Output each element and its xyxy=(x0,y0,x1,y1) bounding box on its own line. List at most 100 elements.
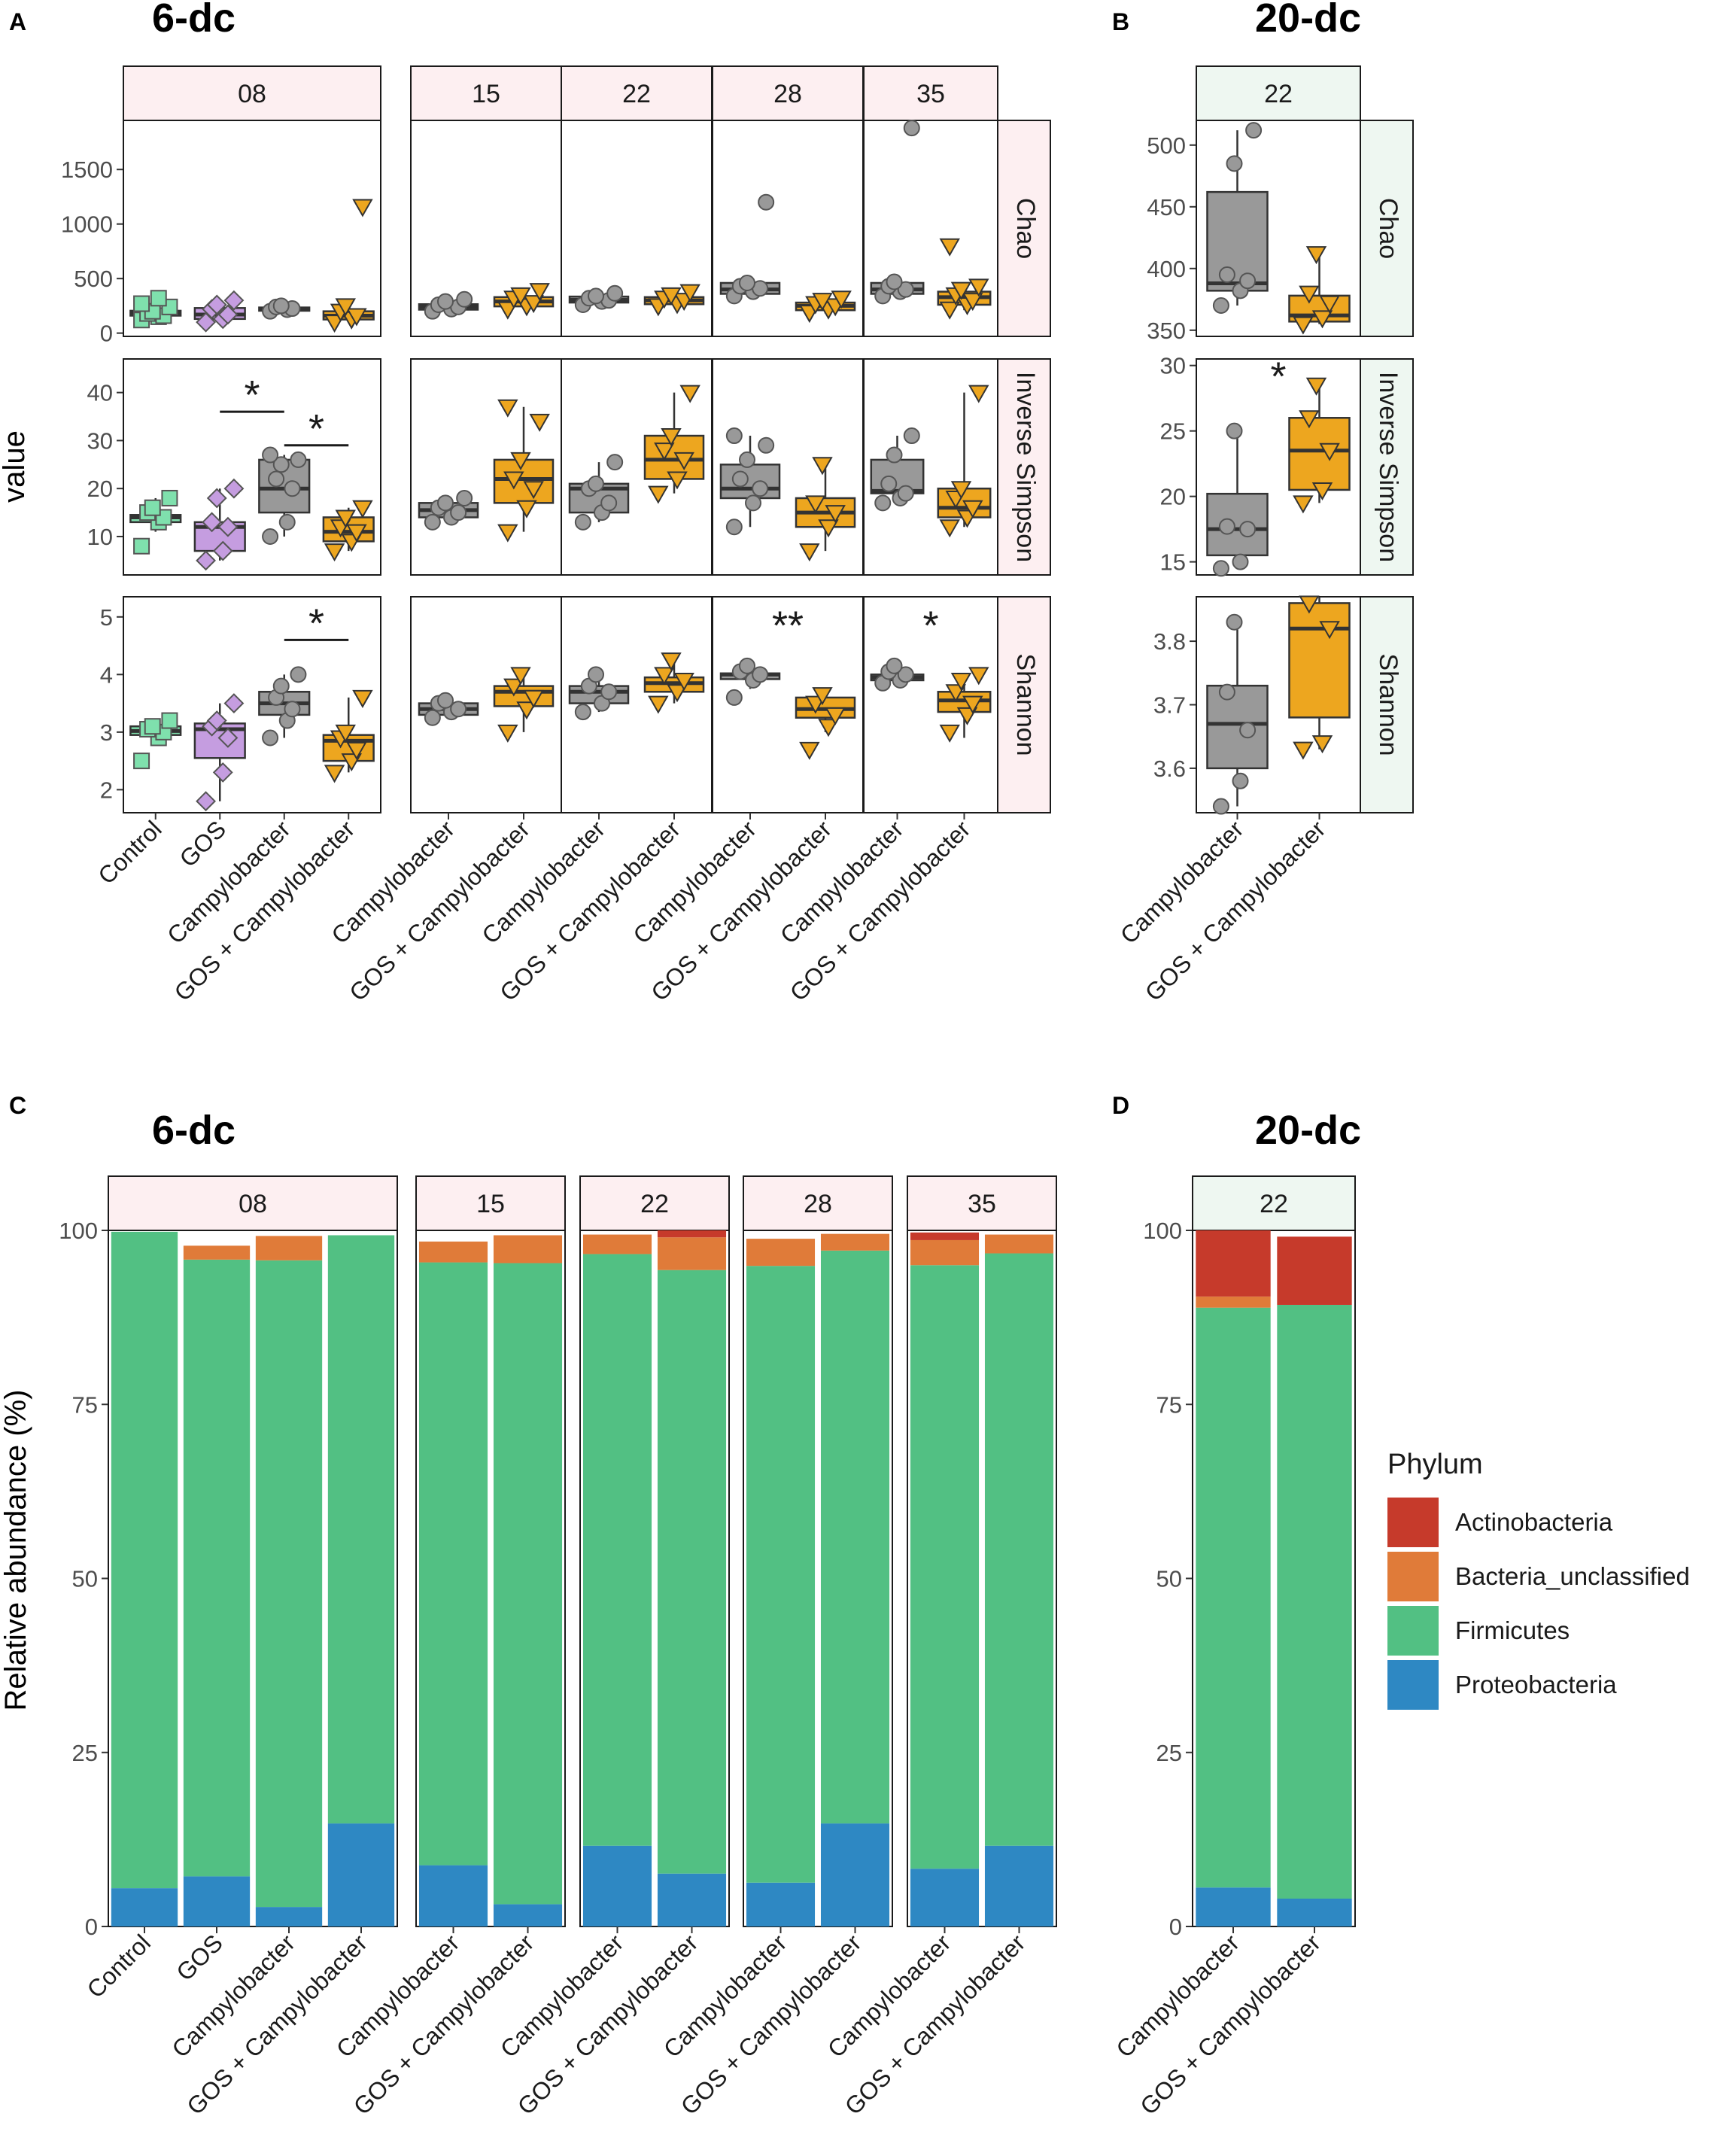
point-triangle xyxy=(503,678,524,697)
point-circle xyxy=(1226,613,1243,631)
point-triangle xyxy=(497,724,518,743)
point-diamond xyxy=(223,290,245,311)
box-campylobacter xyxy=(870,458,925,494)
point-circle xyxy=(437,293,454,310)
point-triangle xyxy=(654,667,675,686)
point-triangle xyxy=(968,385,989,403)
point-circle xyxy=(1212,297,1229,314)
point-circle xyxy=(450,701,467,718)
facet-strip-c-28 xyxy=(743,1175,893,1231)
point-circle xyxy=(739,657,755,674)
point-triangle xyxy=(523,295,544,314)
y-tick-label: 75 xyxy=(1156,1391,1182,1418)
point-circle xyxy=(1218,683,1235,701)
point-square xyxy=(144,499,161,516)
point-triangle xyxy=(335,724,356,743)
point-circle xyxy=(897,485,914,502)
point-circle xyxy=(745,494,761,512)
bar-segment-proteobacteria xyxy=(1196,1887,1271,1926)
point-circle xyxy=(1212,798,1229,815)
bar-segment-proteobacteria xyxy=(746,1882,816,1926)
bar-segment-bacteria-unclassified xyxy=(820,1233,890,1251)
point-circle xyxy=(725,689,743,706)
point-triangle xyxy=(939,519,960,538)
point-triangle xyxy=(1305,246,1327,265)
facet-label-d-22: 22 xyxy=(1260,1190,1288,1218)
legend-swatch-firmicutes xyxy=(1387,1606,1439,1656)
facet-strip-c-08 xyxy=(108,1175,398,1231)
bar-segment-bacteria-unclassified xyxy=(255,1236,323,1260)
facet-label-c-15: 15 xyxy=(476,1190,505,1218)
box-campylobacter xyxy=(719,464,781,500)
point-circle xyxy=(606,284,624,302)
point-diamond xyxy=(196,791,216,812)
point-triangle xyxy=(352,500,373,518)
point-triangle xyxy=(968,667,989,686)
point-circle xyxy=(886,657,903,674)
y-tick-label: 450 xyxy=(1147,194,1186,220)
significance-marker: * xyxy=(244,373,260,418)
point-circle xyxy=(588,475,604,492)
y-tick-label: 500 xyxy=(74,266,113,292)
y-tick-label: 20 xyxy=(87,476,113,502)
point-triangle xyxy=(673,672,694,691)
point-circle xyxy=(272,456,290,473)
bar-segment-proteobacteria xyxy=(183,1876,251,1926)
panel-d-title: 20-dc xyxy=(1255,1108,1361,1153)
point-triangle xyxy=(673,452,694,470)
y-tick-label: 75 xyxy=(72,1391,98,1418)
bar-segment-bacteria-unclassified xyxy=(582,1234,652,1254)
facet-label-c-35: 35 xyxy=(968,1190,996,1218)
point-triangle xyxy=(805,495,826,514)
y-tick-label: 3.8 xyxy=(1153,628,1186,655)
panel-letter-a: A xyxy=(9,8,26,35)
point-circle xyxy=(1226,155,1243,172)
row-label-b-shannon: Shannon xyxy=(1374,653,1402,756)
row-label-a-inverse-simpson: Inverse Simpson xyxy=(1011,372,1040,562)
y-tick-label: 100 xyxy=(59,1218,98,1244)
y-tick-label: 1000 xyxy=(61,211,113,238)
point-circle xyxy=(1245,122,1263,139)
bar-segment-firmicutes xyxy=(255,1260,323,1908)
point-diamond xyxy=(217,304,239,325)
point-circle xyxy=(450,504,467,522)
bar-segment-firmicutes xyxy=(418,1262,488,1866)
point-triangle xyxy=(648,695,669,714)
point-diamond xyxy=(206,488,227,509)
y-tick-label: 20 xyxy=(1160,484,1186,510)
point-triangle xyxy=(962,695,983,714)
point-triangle xyxy=(968,278,989,297)
bar-segment-actinobacteria xyxy=(1196,1230,1271,1297)
significance-marker: * xyxy=(308,601,324,646)
bar-segment-bacteria-unclassified xyxy=(984,1234,1054,1254)
bar-segment-proteobacteria xyxy=(418,1865,488,1926)
point-diamond xyxy=(206,710,227,731)
facet-label-a-15: 15 xyxy=(472,80,500,108)
row-label-b-inverse-simpson: Inverse Simpson xyxy=(1374,372,1402,562)
point-triangle xyxy=(516,500,537,518)
y-tick-label: 350 xyxy=(1147,318,1186,344)
y-tick-label: 2 xyxy=(100,777,113,803)
row-strip-a-chao xyxy=(997,120,1051,337)
point-circle xyxy=(574,513,591,531)
point-triangle xyxy=(679,284,700,303)
point-triangle xyxy=(1293,741,1314,760)
point-circle xyxy=(262,446,279,464)
point-triangle xyxy=(352,689,373,708)
abundance-y-axis-title: Relative abundance (%) xyxy=(0,1390,32,1711)
bar-segment-proteobacteria xyxy=(327,1823,395,1926)
significance-marker: * xyxy=(922,604,938,649)
point-triangle xyxy=(950,481,972,500)
y-tick-label: 25 xyxy=(1156,1740,1182,1766)
panel-letter-b: B xyxy=(1112,8,1129,35)
point-triangle xyxy=(667,684,688,703)
point-circle xyxy=(600,683,618,701)
point-triangle xyxy=(497,399,518,418)
facet-label-a-08: 08 xyxy=(238,80,266,108)
legend-label-bacteria-unclassified: Bacteria_unclassified xyxy=(1455,1562,1690,1590)
point-square xyxy=(150,290,167,307)
point-circle xyxy=(1232,553,1249,570)
point-diamond xyxy=(196,550,216,571)
row-strip-b-shannon xyxy=(1360,596,1414,813)
bar-segment-proteobacteria xyxy=(493,1904,563,1926)
